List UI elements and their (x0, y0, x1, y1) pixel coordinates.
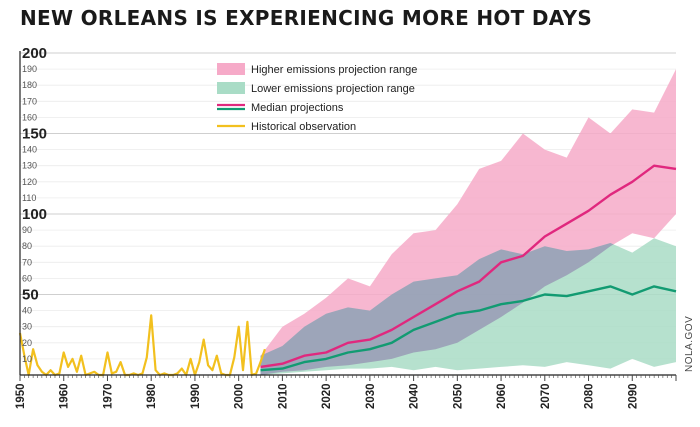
x-tick-label: 2090 (627, 383, 639, 409)
y-tick-label: 40 (22, 306, 32, 316)
y-tick-label-major: 150 (22, 126, 47, 143)
x-tick-label: 1960 (59, 383, 71, 409)
y-tick-label-major: 200 (22, 45, 47, 62)
y-tick-label: 60 (22, 273, 32, 283)
y-tick-label: 30 (22, 322, 32, 332)
x-tick-label: 1990 (190, 383, 202, 409)
line-historical (18, 314, 266, 377)
x-tick-label: 2040 (409, 383, 421, 409)
y-tick-label: 190 (22, 64, 37, 74)
x-tick-label: 2010 (277, 383, 289, 409)
y-tick-label: 90 (22, 225, 32, 235)
legend: Higher emissions projection range Lower e… (217, 63, 417, 133)
legend-swatch (217, 63, 245, 75)
x-tick-label: 2030 (365, 383, 377, 409)
x-tick-label: 1980 (146, 383, 158, 409)
legend-label: Historical observation (251, 121, 356, 133)
y-tick-label: 20 (22, 338, 32, 348)
x-tick-label: 2000 (234, 383, 246, 409)
y-tick-label: 130 (22, 161, 37, 171)
y-tick-label-major: 50 (22, 287, 39, 304)
x-tick-label: 2020 (321, 383, 333, 409)
legend-label: Higher emissions projection range (251, 64, 417, 76)
x-tick-label: 2080 (584, 383, 596, 409)
y-tick-label: 10 (22, 354, 32, 364)
x-tick-label: 2070 (540, 383, 552, 409)
y-tick-label: 140 (22, 145, 37, 155)
line-median-lower (260, 285, 677, 372)
y-tick-label: 110 (22, 193, 36, 203)
x-tick-label: 2060 (496, 383, 508, 409)
line-median-higher (260, 164, 677, 369)
band-higher-emissions (260, 69, 676, 375)
y-tick-label-major: 100 (22, 206, 47, 223)
y-tick-label: 120 (22, 177, 37, 187)
y-tick-label: 180 (22, 80, 37, 90)
x-tick-label: 1970 (102, 383, 114, 409)
legend-swatch (217, 82, 245, 94)
y-tick-label: 80 (22, 241, 32, 251)
y-tick-label: 170 (22, 96, 37, 106)
source-label: NOLA.GOV (684, 316, 695, 372)
x-tick-label: 2050 (452, 383, 464, 409)
legend-label: Median projections (251, 102, 344, 114)
x-tick-label: 1950 (15, 383, 27, 409)
y-tick-label: 160 (22, 112, 37, 122)
legend-label: Lower emissions projection range (251, 83, 415, 95)
chart-title: NEW ORLEANS IS EXPERIENCING MORE HOT DAY… (20, 6, 593, 30)
y-tick-label: 70 (22, 257, 32, 267)
